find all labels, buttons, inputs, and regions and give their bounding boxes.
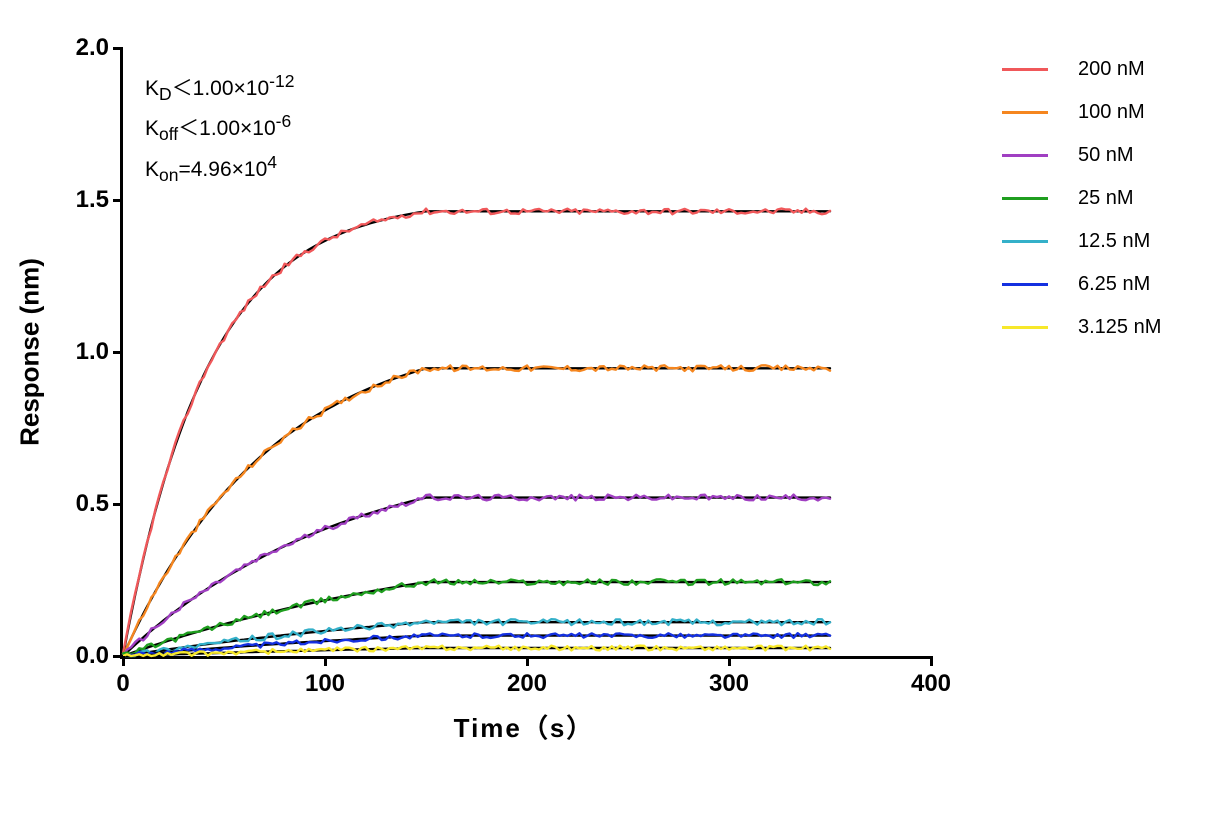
legend-label: 3.125 nM [1078, 316, 1161, 339]
data-curve [123, 365, 830, 656]
kinetics-annotations: KD＜1.00×10-12Koff＜1.00×10-6Kon=4.96×104 [145, 68, 294, 189]
annotation-line: Kon=4.96×104 [145, 149, 294, 189]
legend-label: 25 nM [1078, 187, 1134, 210]
fit-curve [123, 368, 830, 656]
x-tick [526, 656, 529, 666]
legend-label: 200 nM [1078, 58, 1145, 81]
legend-swatch [1002, 283, 1048, 286]
legend-label: 50 nM [1078, 144, 1134, 167]
data-curve [123, 209, 830, 654]
legend-label: 12.5 nM [1078, 230, 1150, 253]
legend-swatch [1002, 154, 1048, 157]
x-axis-label: Time（s） [454, 708, 595, 745]
fit-curve [123, 498, 830, 656]
legend-row: 100 nM [1002, 101, 1161, 124]
y-tick [113, 351, 123, 354]
legend-row: 12.5 nM [1002, 230, 1161, 253]
fit-curve [123, 582, 830, 656]
y-tick [113, 199, 123, 202]
legend-row: 3.125 nM [1002, 316, 1161, 339]
legend-swatch [1002, 111, 1048, 114]
legend-row: 50 nM [1002, 144, 1161, 167]
x-tick [930, 656, 933, 666]
annotation-line: Koff＜1.00×10-6 [145, 108, 294, 148]
legend-swatch [1002, 197, 1048, 200]
x-tick [122, 656, 125, 666]
legend-label: 100 nM [1078, 101, 1145, 124]
legend-row: 6.25 nM [1002, 273, 1161, 296]
legend-row: 25 nM [1002, 187, 1161, 210]
legend-row: 200 nM [1002, 58, 1161, 81]
x-tick [728, 656, 731, 666]
legend-swatch [1002, 240, 1048, 243]
y-tick [113, 47, 123, 50]
legend-label: 6.25 nM [1078, 273, 1150, 296]
x-tick [324, 656, 327, 666]
data-curve [123, 495, 830, 656]
y-axis-label: Response (nm) [15, 258, 46, 446]
annotation-line: KD＜1.00×10-12 [145, 68, 294, 108]
y-tick [113, 503, 123, 506]
legend-swatch [1002, 326, 1048, 329]
legend-swatch [1002, 68, 1048, 71]
chart-container: 0.00.51.01.52.00100200300400 Response (n… [0, 0, 1232, 825]
data-curve [123, 579, 830, 654]
legend: 200 nM 100 nM 50 nM 25 nM 12.5 nM 6.25 nM 3.12… [1002, 58, 1161, 359]
fit-curve [123, 211, 830, 656]
